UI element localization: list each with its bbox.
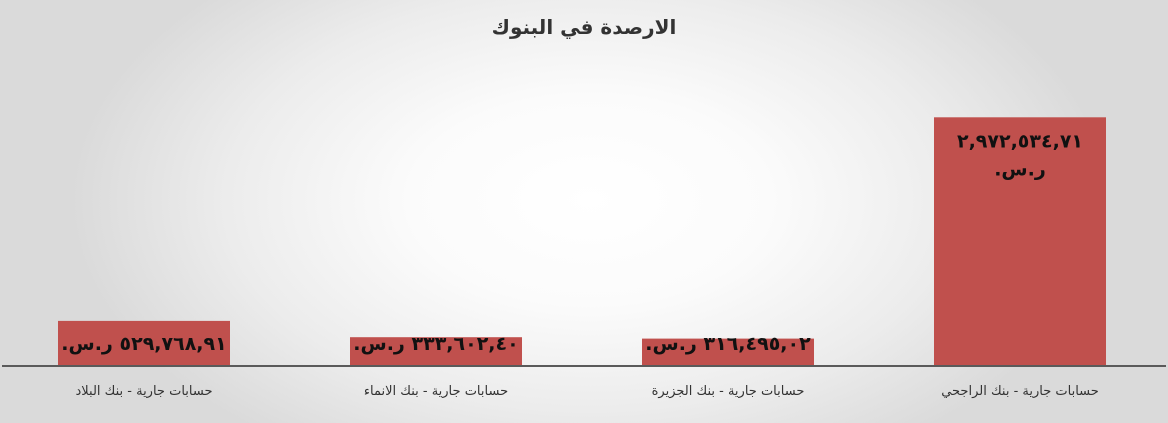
category-label-1: حسابات جارية - بنك الراجحي: [941, 384, 1099, 399]
bar-3: [350, 337, 522, 365]
category-label-3: حسابات جارية - بنك الانماء: [364, 384, 508, 399]
bar-1: [934, 117, 1106, 365]
data-label-1-line-2: ر.س.: [994, 158, 1046, 180]
bar-4: [58, 320, 230, 365]
bar-2: [642, 338, 814, 365]
data-label-2: ٣١٦,٤٩٥,٠٢ ر.س.: [645, 333, 811, 355]
data-label-3: ٣٣٣,٦٠٢,٤٠ ر.س.: [353, 333, 518, 355]
chart-title: الارصدة في البنوك: [492, 15, 677, 40]
bars-group: [58, 117, 1106, 365]
category-label-4: حسابات جارية - بنك البلاد: [75, 384, 212, 399]
data-label-4: ٥٢٩,٧٦٨,٩١ ر.س.: [61, 333, 226, 355]
category-labels-group: حسابات جارية - بنك الراجحي حسابات جارية -…: [75, 384, 1098, 399]
category-label-2: حسابات جارية - بنك الجزيرة: [652, 384, 805, 399]
data-labels-group: ٢,٩٧٢,٥٣٤,٧١ ر.س. ٣١٦,٤٩٥,٠٢ ر.س. ٣٣٣,٦٠٢,٤…: [61, 130, 1083, 355]
data-label-1-line-1: ٢,٩٧٢,٥٣٤,٧١: [957, 130, 1083, 152]
